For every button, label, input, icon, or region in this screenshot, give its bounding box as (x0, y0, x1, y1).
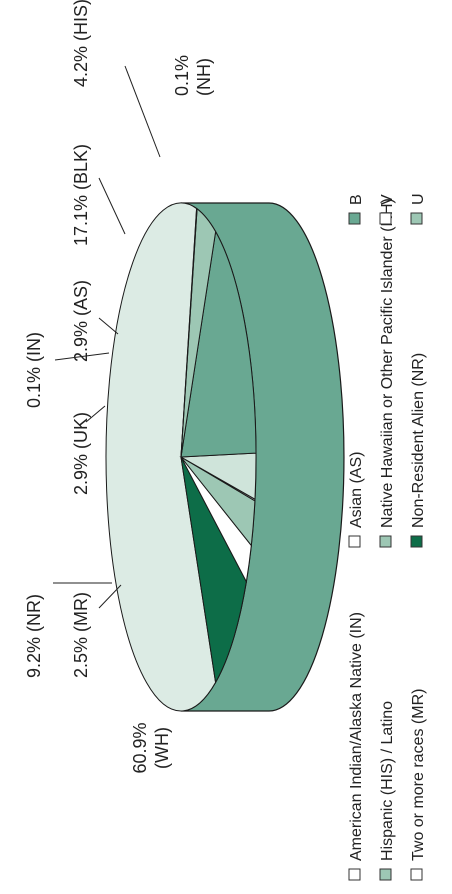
slice-label-nh: 0.1% (172, 55, 192, 96)
legend-label-native-hawaiian-or-other-pacific-islander-nh: Native Hawaiian or Other Pacific Islande… (379, 198, 396, 528)
leader-line-as (98, 317, 119, 335)
slice-label-in: 0.1% (IN) (24, 332, 44, 408)
legend-swatch-two-or-more-races-mr (410, 868, 423, 881)
leader-line-his (124, 65, 161, 158)
pie-slice-blk (180, 230, 257, 458)
legend: American Indian/Alaska Native (IN) Hispan… (348, 193, 427, 881)
legend-label-two-or-more-races-mr: Two or more races (MR) (410, 689, 427, 861)
legend-label-non-resident-alien-nr: Non-Resident Alien (NR) (410, 353, 427, 528)
slice-label-blk: 17.1% (BLK) (71, 144, 91, 246)
slice-labels: 60.9% (WH) 9.2% (NR) 2.5% (MR) 2.9% (UK) 0.1%… (24, 0, 214, 774)
slice-label-his: 4.2% (HIS) (71, 0, 91, 87)
slice-label-uk: 2.9% (UK) (71, 412, 91, 495)
legend-swatch-asian-as (348, 535, 361, 548)
slice-label-as: 2.9% (AS) (71, 280, 91, 362)
legend-swatch-hispanic-his-latino (379, 868, 392, 881)
legend-label-american-indian-alaska-native-in: American Indian/Alaska Native (IN) (348, 612, 365, 861)
legend-label-b: B (348, 194, 365, 205)
pie-slice-wh (105, 202, 217, 712)
pie-chart (105, 202, 345, 712)
leader-line-in (54, 352, 110, 361)
leader-line-mr (98, 584, 122, 609)
legend-label-v: V (379, 194, 396, 205)
slice-label-wh-line2: (WH) (152, 727, 172, 769)
slice-label-nh-line2: (NH) (194, 58, 214, 96)
pie-slice-nr (180, 456, 247, 684)
legend-label-hispanic-his-latino: Hispanic (HIS) / Latino (379, 701, 396, 861)
pie-slice-nh (180, 207, 198, 458)
legend-swatch-american-indian-alaska-native-in (348, 868, 361, 881)
legend-swatch-v (379, 212, 392, 225)
leader-line-blk (98, 177, 126, 235)
legend-swatch-b (348, 212, 361, 225)
legend-swatch-non-resident-alien-nr (410, 535, 423, 548)
slice-label-nr: 9.2% (NR) (24, 594, 44, 678)
slice-label-mr: 2.5% (MR) (71, 592, 91, 678)
legend-label-asian-as: Asian (AS) (348, 452, 365, 528)
legend-label-u: U (410, 193, 427, 205)
leader-line-uk (85, 405, 106, 423)
rotated-chart-group: 60.9% (WH) 9.2% (NR) 2.5% (MR) 2.9% (UK) 0.1%… (24, 0, 427, 881)
legend-swatch-native-hawaiian-or-other-pacific-islander-nh (379, 535, 392, 548)
slice-label-wh: 60.9% (130, 722, 150, 773)
legend-swatch-u (410, 212, 423, 225)
